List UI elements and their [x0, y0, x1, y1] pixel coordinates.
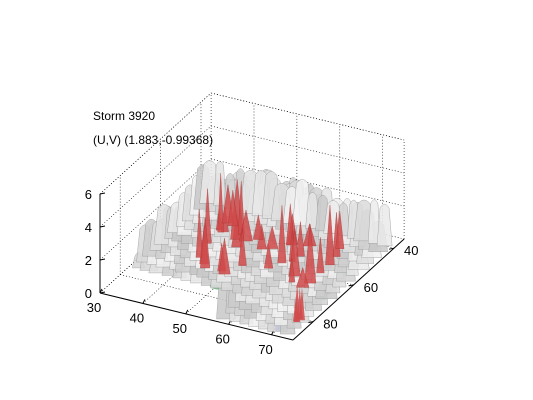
z-tick [99, 291, 106, 294]
x-tick [185, 309, 189, 315]
surface-column [376, 203, 393, 247]
core-spike [217, 173, 224, 233]
z-tick-label: 0 [85, 286, 92, 301]
z-tick [99, 225, 106, 228]
z-tick-label: 4 [85, 220, 92, 235]
core-spike [238, 228, 247, 266]
core-spike [277, 205, 287, 264]
axes [99, 192, 405, 341]
y-tick-label: 80 [323, 317, 337, 332]
y-tick [388, 247, 395, 250]
core-spike [227, 189, 239, 227]
grid-line [211, 125, 405, 174]
core-spike [200, 217, 211, 269]
tick-labels: 0 2 4 6 30 40 50 60 70 40 60 80 [85, 187, 419, 357]
core-spike [288, 258, 296, 283]
core-spike [304, 224, 317, 284]
x-tick [99, 288, 103, 294]
x-tick-label: 30 [87, 300, 101, 315]
grid-line [211, 92, 405, 141]
y-tick-label: 40 [404, 243, 418, 258]
grid-line [99, 158, 212, 261]
core-spike [253, 214, 264, 240]
core-spike [296, 266, 310, 288]
storm-core [195, 173, 345, 323]
z-tick [99, 192, 106, 195]
core-spike [335, 210, 345, 249]
y-tick [348, 284, 354, 287]
x-tick-label: 60 [215, 331, 229, 346]
x-tick-label: 40 [130, 310, 144, 325]
surface-column [367, 199, 381, 244]
grid-line [99, 92, 212, 195]
grid-line [99, 125, 212, 228]
uv-annotation: (U,V) (1.883,-0.99368) [93, 133, 214, 147]
x-tick [142, 299, 146, 304]
core-spike [218, 238, 231, 275]
x-tick-label: 70 [258, 342, 272, 357]
y-axis [292, 238, 405, 341]
core-spike [296, 221, 305, 257]
core-spike [195, 209, 204, 258]
core-spike [266, 225, 279, 249]
z-tick-label: 2 [85, 253, 92, 268]
z-tick-label: 6 [85, 187, 92, 202]
core-spike [316, 237, 325, 274]
x-axis [99, 292, 294, 341]
surface-column [305, 192, 320, 229]
chart-title: Storm 3920 [93, 109, 156, 123]
core-spike [294, 282, 301, 323]
surface-column [213, 161, 227, 207]
core-spike [325, 205, 335, 266]
x-tick-label: 50 [173, 321, 187, 336]
y-tick-label: 60 [364, 280, 378, 295]
core-spike [263, 243, 274, 269]
z-tick [99, 258, 106, 261]
